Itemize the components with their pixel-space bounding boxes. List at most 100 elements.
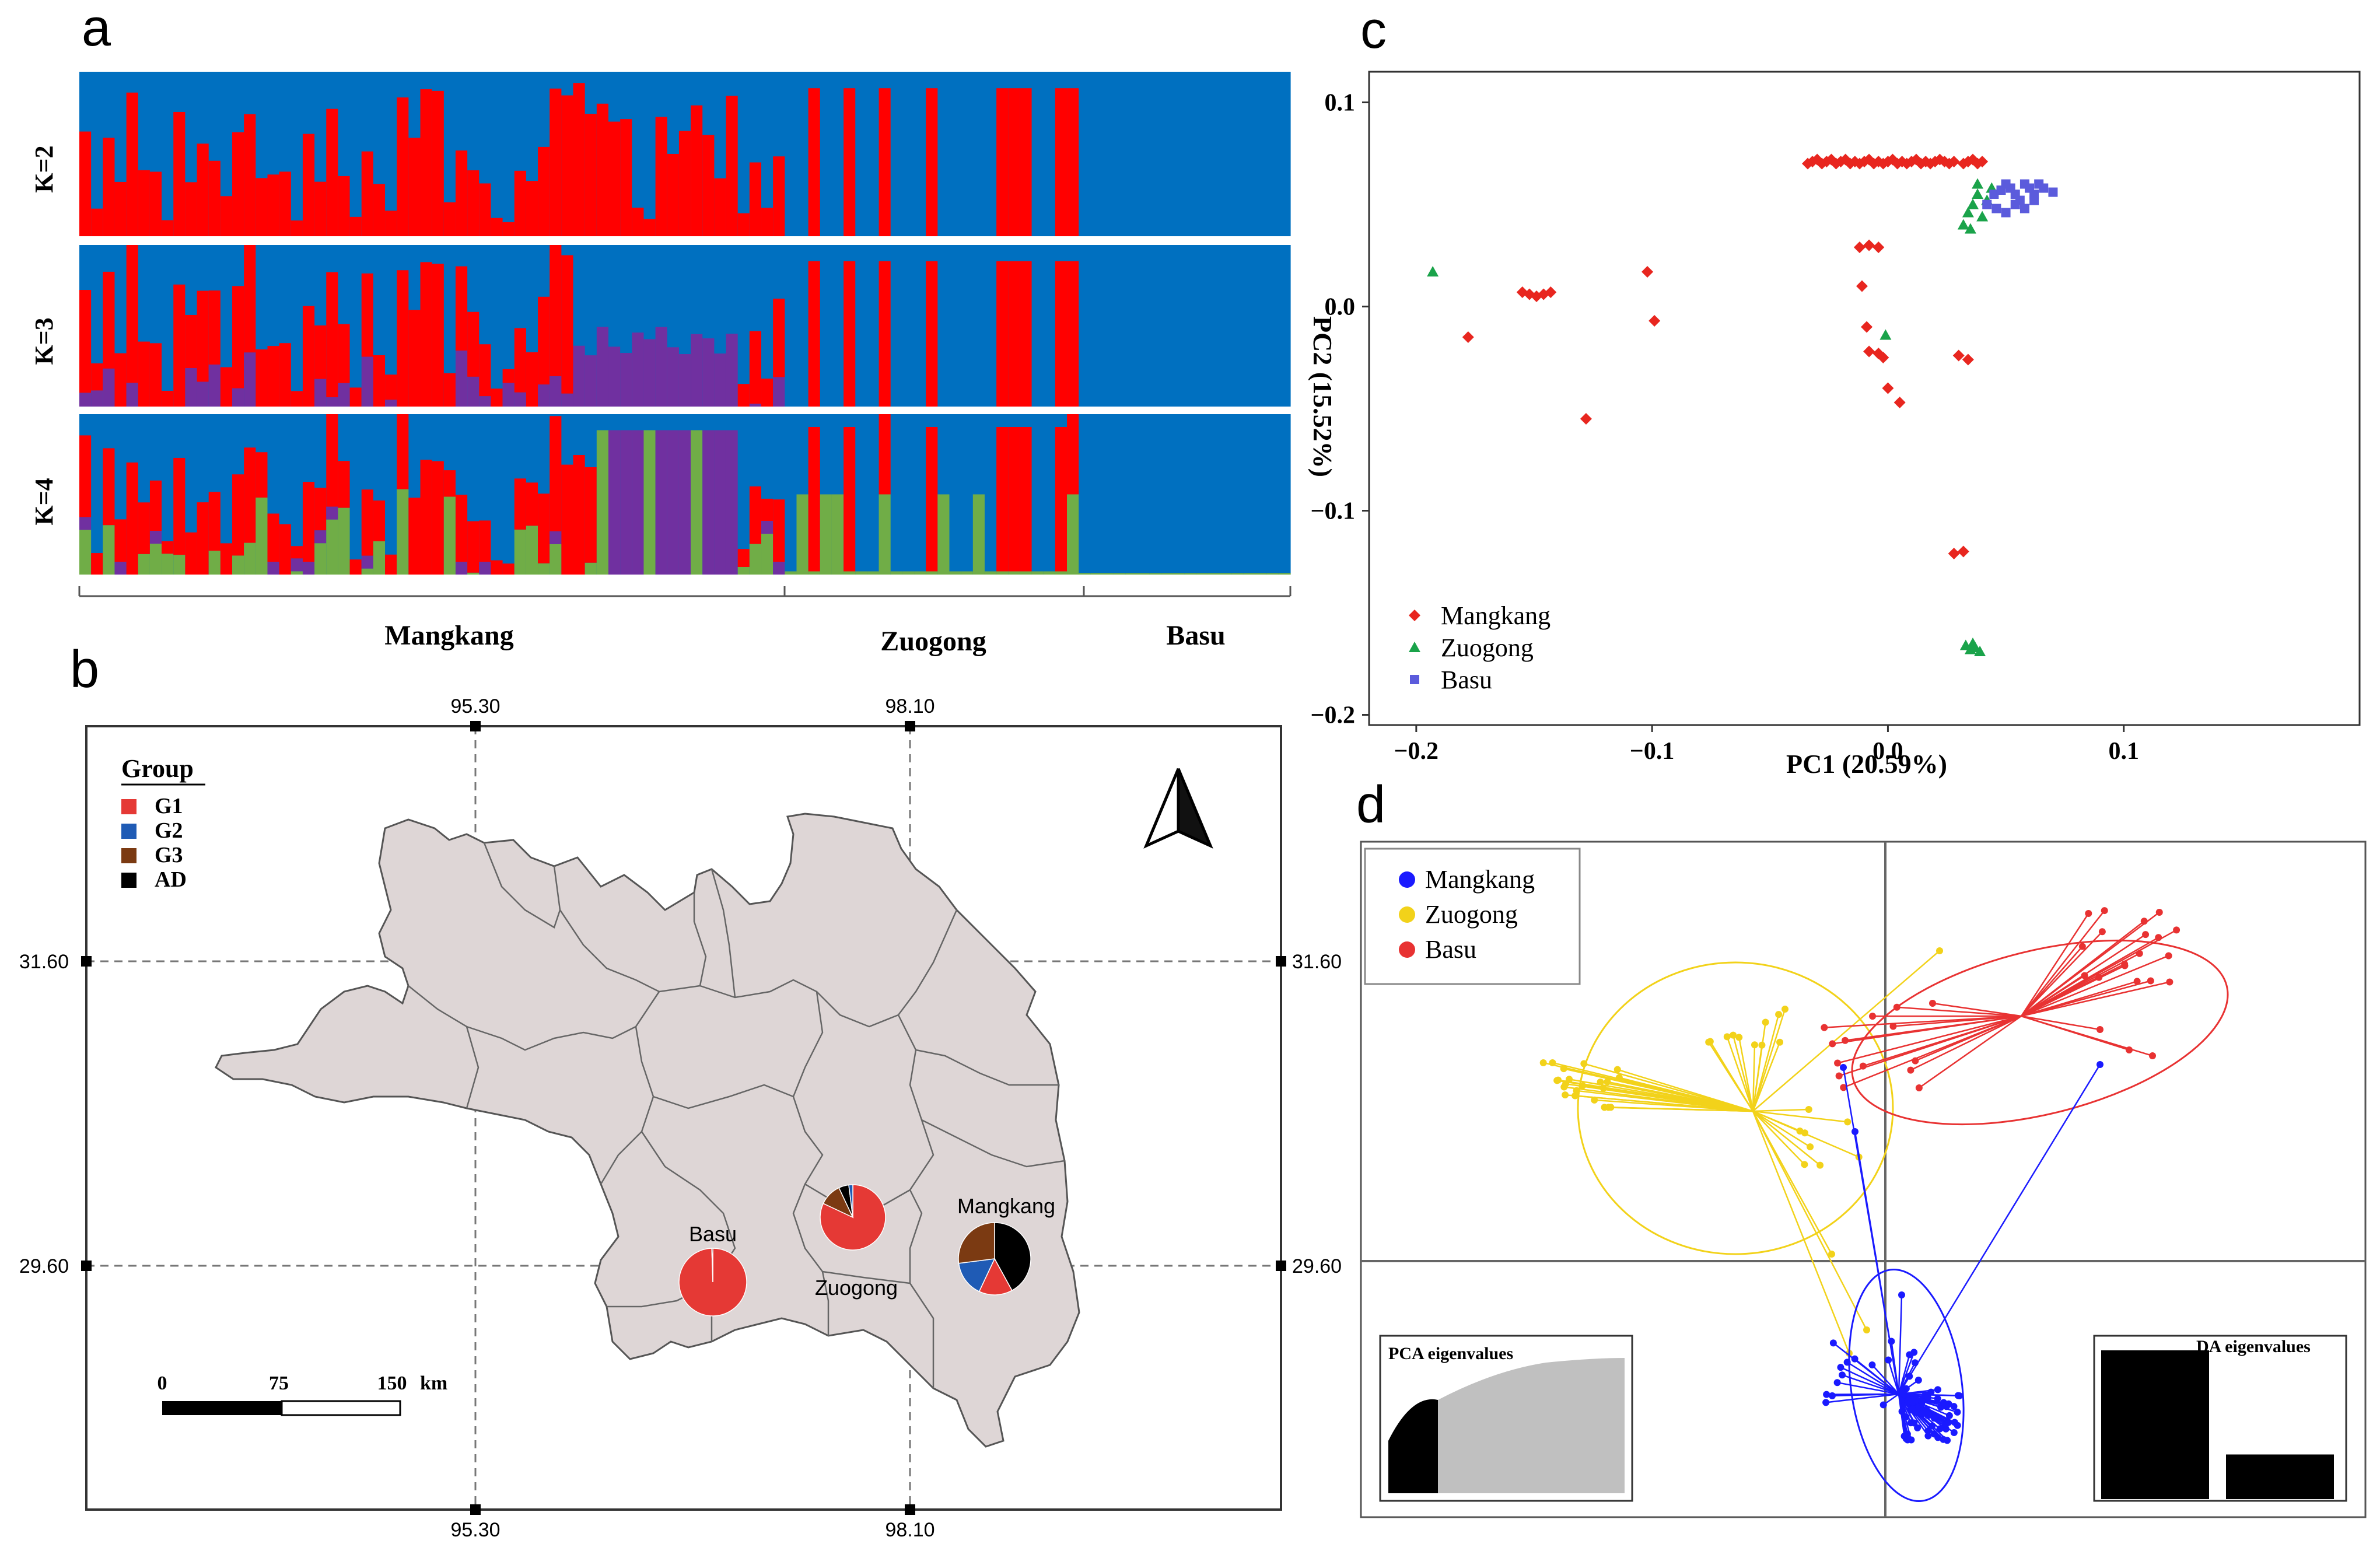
structure-bar-blue (902, 414, 915, 575)
structure-bar-green (1279, 573, 1291, 575)
dapc-point-basu (1842, 1037, 1849, 1044)
dapc-legend-label-zuogong: Zuogong (1425, 900, 1518, 929)
dapc-point-basu (2134, 978, 2141, 985)
dapc-point-basu (2126, 1046, 2133, 1053)
dapc-point-mangkang (1840, 1064, 1847, 1071)
dapc-point-zuogong (1549, 1059, 1556, 1066)
structure-bar-green (691, 430, 703, 575)
structure-bar-green (996, 572, 1009, 575)
structure-bar-blue (902, 245, 915, 407)
dapc-point-zuogong (1562, 1091, 1569, 1098)
dapc-point-zuogong (1936, 947, 1943, 954)
structure-bar-blue (1114, 72, 1126, 236)
structure-bar-red (996, 427, 1009, 572)
structure-bar-blue (1255, 414, 1268, 575)
dapc-point-basu (2121, 961, 2128, 968)
structure-bar-green (597, 430, 609, 575)
pca-ylabel: PC2 (15.52%) (1308, 316, 1338, 477)
scale-tick-0: 0 (158, 1373, 167, 1394)
structure-bar-blue (985, 72, 997, 236)
scale-bar-dark (162, 1401, 282, 1415)
structure-bar-red (738, 213, 750, 236)
panel-b-letter: b (70, 640, 99, 699)
lon-bottom-2: 98.10 (885, 1519, 935, 1541)
structure-bar-red (879, 88, 891, 236)
dapc-point-basu (1907, 1067, 1914, 1074)
structure-bar-blue (1243, 414, 1255, 575)
structure-bar-blue (973, 72, 985, 236)
dapc-point-basu (2147, 978, 2154, 985)
structure-bar-red (432, 91, 444, 236)
structure-bar-red (444, 470, 456, 496)
structure-bar-green (891, 572, 903, 575)
structure-bar-purple (761, 521, 774, 534)
structure-bar-red (738, 384, 750, 407)
structure-bar-blue (832, 245, 844, 407)
legend-swatch-g1 (121, 799, 136, 814)
structure-bar-blue (867, 72, 879, 236)
structure-bar-blue (1267, 72, 1279, 236)
lat-right-1: 31.60 (1292, 951, 1342, 973)
structure-bar-red (185, 533, 197, 575)
structure-bar-red (338, 461, 350, 507)
structure-bar-red (467, 521, 480, 572)
structure-bar-red (491, 388, 503, 407)
structure-bar-blue (1161, 72, 1173, 236)
structure-bar-blue (1149, 414, 1161, 575)
legend-label-g3: G3 (155, 843, 183, 867)
structure-bar-purple (620, 430, 632, 575)
structure-bar-red (1055, 427, 1068, 572)
structure-bar-blue (785, 72, 797, 236)
legend-label-g2: G2 (155, 818, 183, 843)
y-tick-label: −0.1 (1311, 498, 1355, 525)
structure-bar-blue (796, 245, 808, 407)
pca-point-basu (2029, 196, 2039, 205)
structure-bar-blue (785, 245, 797, 407)
dapc-point-mangkang (1937, 1426, 1944, 1433)
structure-bar-blue (1149, 245, 1161, 407)
structure-bar-red (444, 373, 456, 407)
structure-bar-blue (91, 414, 103, 575)
structure-bar-green (1267, 573, 1279, 575)
dapc-point-zuogong (1540, 1059, 1547, 1066)
structure-bar-green (855, 572, 867, 575)
structure-bar-green (314, 543, 327, 575)
dapc-legend-label-mangkang: Mangkang (1425, 865, 1535, 894)
structure-bar-purple (538, 384, 550, 407)
structure-bar-red (162, 220, 174, 236)
structure-bar-red (514, 478, 527, 530)
structure-bar-red (314, 182, 327, 236)
structure-bar-blue (855, 72, 867, 236)
structure-bar-red (197, 502, 209, 575)
dapc-point-mangkang (1830, 1339, 1837, 1346)
dapc-point-mangkang (1906, 1352, 1913, 1359)
structure-bar-green (256, 498, 268, 575)
structure-bar-green (1126, 573, 1138, 575)
structure-bar-red (303, 306, 315, 407)
structure-bar-red (491, 218, 503, 236)
structure-bar-blue (867, 414, 879, 575)
dapc-point-mangkang (1888, 1338, 1895, 1345)
structure-bar-red (1020, 261, 1032, 407)
structure-bar-green (785, 572, 797, 575)
structure-bar-purple (103, 369, 115, 407)
structure-bar-blue (1114, 245, 1126, 407)
dapc-point-mangkang (1852, 1128, 1859, 1135)
structure-bar-red (279, 343, 292, 407)
structure-bar-red (691, 106, 703, 236)
structure-bar-green (1055, 572, 1068, 575)
structure-bar-red (91, 363, 103, 391)
structure-bar-blue (162, 72, 174, 236)
structure-bar-blue (914, 245, 926, 407)
structure-bar-blue (503, 414, 515, 575)
structure-bar-red (1067, 261, 1079, 407)
structure-bar-blue (1138, 245, 1150, 407)
pca-point-basu (1982, 200, 1992, 209)
dapc-point-mangkang (2096, 1061, 2104, 1068)
structure-bar-red (162, 541, 174, 554)
structure-bar-red (209, 290, 221, 365)
dapc-point-mangkang (1940, 1436, 1947, 1443)
k2-label: K=2 (30, 145, 58, 192)
structure-bar-red (79, 290, 92, 393)
